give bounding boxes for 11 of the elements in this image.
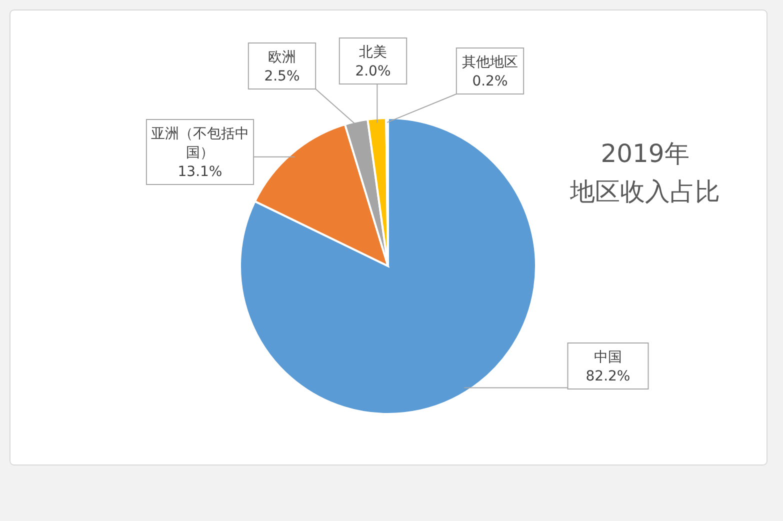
- slice-label: 亚洲（不包括中国）: [151, 126, 249, 161]
- data-label: 13.1%: [178, 164, 222, 180]
- data-label: 82.2%: [586, 368, 630, 384]
- slice-label: 欧洲: [268, 49, 296, 66]
- slice-label: 北美: [359, 44, 387, 60]
- data-label: 2.5%: [264, 68, 300, 84]
- data-label: 0.2%: [472, 73, 508, 90]
- slice-label: 中国: [594, 349, 622, 366]
- text: 2019年地区收入占比: [569, 139, 720, 206]
- data-label: 2.0%: [355, 63, 391, 80]
- slice-label: 其他地区: [462, 54, 518, 70]
